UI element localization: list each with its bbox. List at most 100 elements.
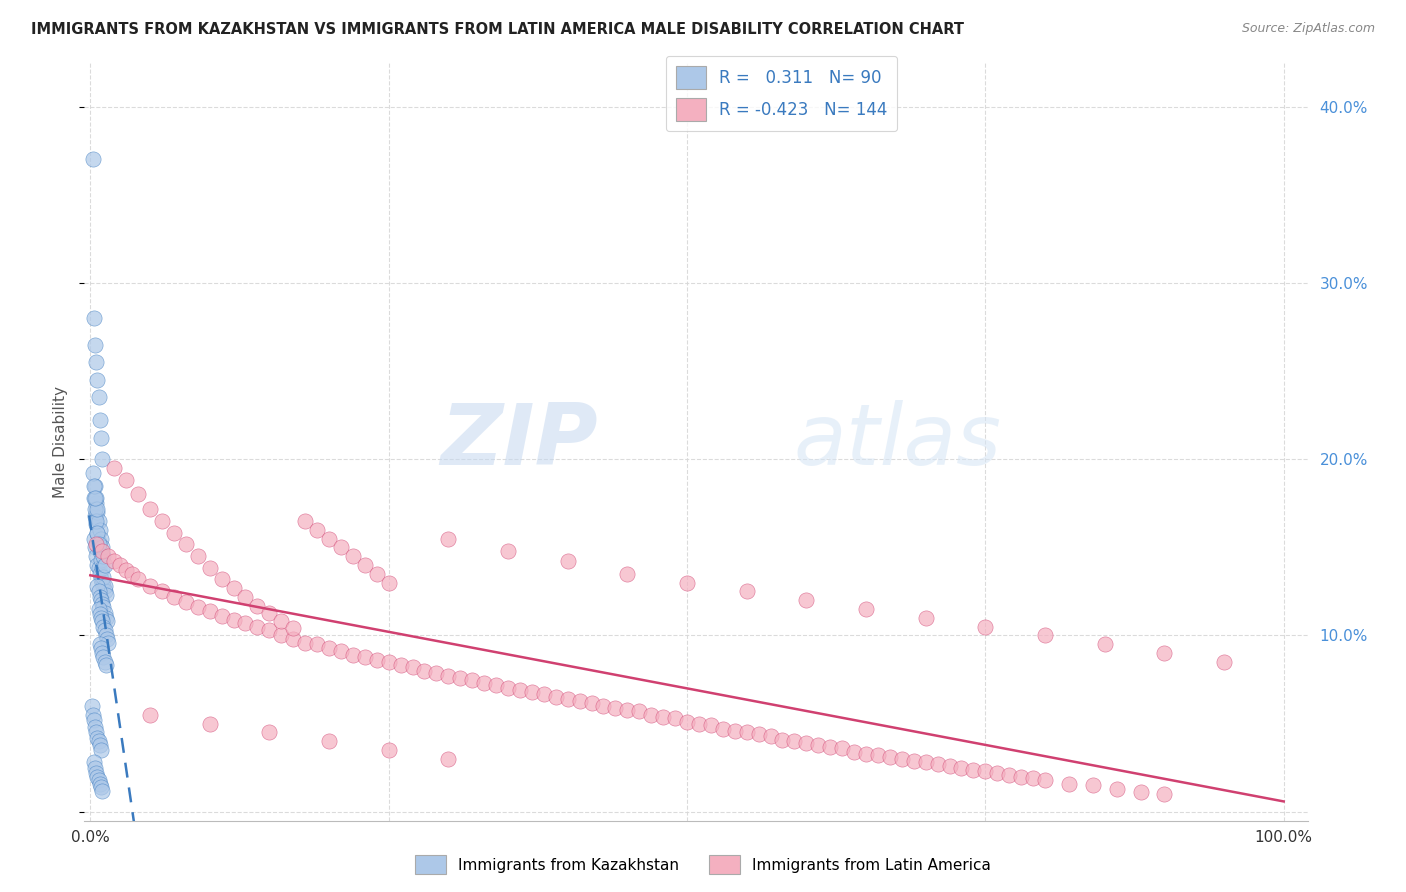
Point (425, 665, 447, 680)
Point (389, 658, 412, 673)
Point (84, 337, 107, 351)
Point (735, 725, 758, 739)
Point (1129, 785, 1152, 799)
Point (94, 658, 117, 673)
Point (329, 644, 352, 658)
Point (93, 570, 115, 584)
Point (91, 561, 114, 575)
Text: ZIP: ZIP (440, 400, 598, 483)
Point (283, 622, 305, 636)
Point (222, 613, 245, 627)
Point (91, 452, 114, 467)
Point (1094, 637, 1116, 651)
Point (842, 745, 865, 759)
Point (640, 707, 662, 722)
Point (342, 648, 364, 662)
Point (890, 752, 912, 766)
Point (796, 736, 818, 750)
Point (616, 566, 638, 581)
Point (211, 572, 233, 586)
Point (115, 473, 138, 487)
Point (700, 718, 723, 732)
Point (735, 584, 758, 599)
Point (84, 478, 107, 492)
Point (86, 579, 108, 593)
Point (89, 637, 111, 651)
Point (91, 544, 114, 558)
Legend: Immigrants from Kazakhstan, Immigrants from Latin America: Immigrants from Kazakhstan, Immigrants f… (409, 849, 997, 880)
Point (87, 773, 110, 788)
Point (90, 640, 112, 655)
Point (283, 632, 305, 646)
Point (318, 734, 340, 748)
Point (93, 606, 115, 620)
Point (437, 532, 460, 546)
Point (84, 541, 107, 555)
Point (84, 766, 107, 780)
Point (807, 738, 830, 752)
Point (93, 624, 115, 638)
Point (115, 563, 138, 577)
Text: atlas: atlas (794, 400, 1002, 483)
Point (87, 584, 110, 599)
Point (377, 655, 399, 669)
Point (90, 743, 112, 757)
Point (86, 505, 108, 519)
Point (83, 311, 105, 326)
Point (96, 615, 118, 629)
Point (86, 558, 108, 572)
Point (772, 732, 794, 747)
Point (94, 628, 117, 642)
Point (198, 561, 221, 575)
Point (96, 632, 118, 646)
Point (90, 611, 112, 625)
Point (90, 431, 112, 445)
Point (676, 575, 699, 590)
Point (93, 620, 115, 634)
Point (87, 514, 110, 528)
Point (307, 637, 329, 651)
Legend: R =   0.311   N= 90, R = -0.423   N= 144: R = 0.311 N= 90, R = -0.423 N= 144 (666, 55, 897, 131)
Point (914, 756, 936, 770)
Point (1153, 646, 1175, 660)
Point (93, 649, 115, 664)
Point (950, 761, 973, 775)
Text: Source: ZipAtlas.com: Source: ZipAtlas.com (1241, 22, 1375, 36)
Point (84, 355, 107, 369)
Point (974, 620, 997, 634)
Point (83, 756, 105, 770)
Point (83, 491, 105, 505)
Point (90, 552, 112, 566)
Point (449, 671, 471, 685)
Point (413, 664, 436, 678)
Point (150, 514, 173, 528)
Point (163, 526, 186, 541)
Point (91, 575, 114, 590)
Point (318, 532, 340, 546)
Point (89, 523, 111, 537)
Point (89, 776, 111, 790)
Point (121, 566, 143, 581)
Point (1213, 655, 1236, 669)
Point (174, 537, 197, 551)
Point (307, 523, 329, 537)
Point (986, 766, 1008, 780)
Point (676, 714, 699, 729)
Point (485, 678, 508, 692)
Point (222, 581, 245, 595)
Point (294, 635, 316, 649)
Point (94, 611, 117, 625)
Point (974, 764, 997, 779)
Point (246, 599, 269, 613)
Point (377, 743, 399, 757)
Point (139, 501, 162, 516)
Point (401, 660, 423, 674)
Point (938, 759, 960, 773)
Point (87, 537, 110, 551)
Point (616, 702, 638, 716)
Point (855, 602, 877, 616)
Point (544, 690, 567, 705)
Point (592, 699, 614, 714)
Point (86, 731, 108, 745)
Point (91, 783, 114, 797)
